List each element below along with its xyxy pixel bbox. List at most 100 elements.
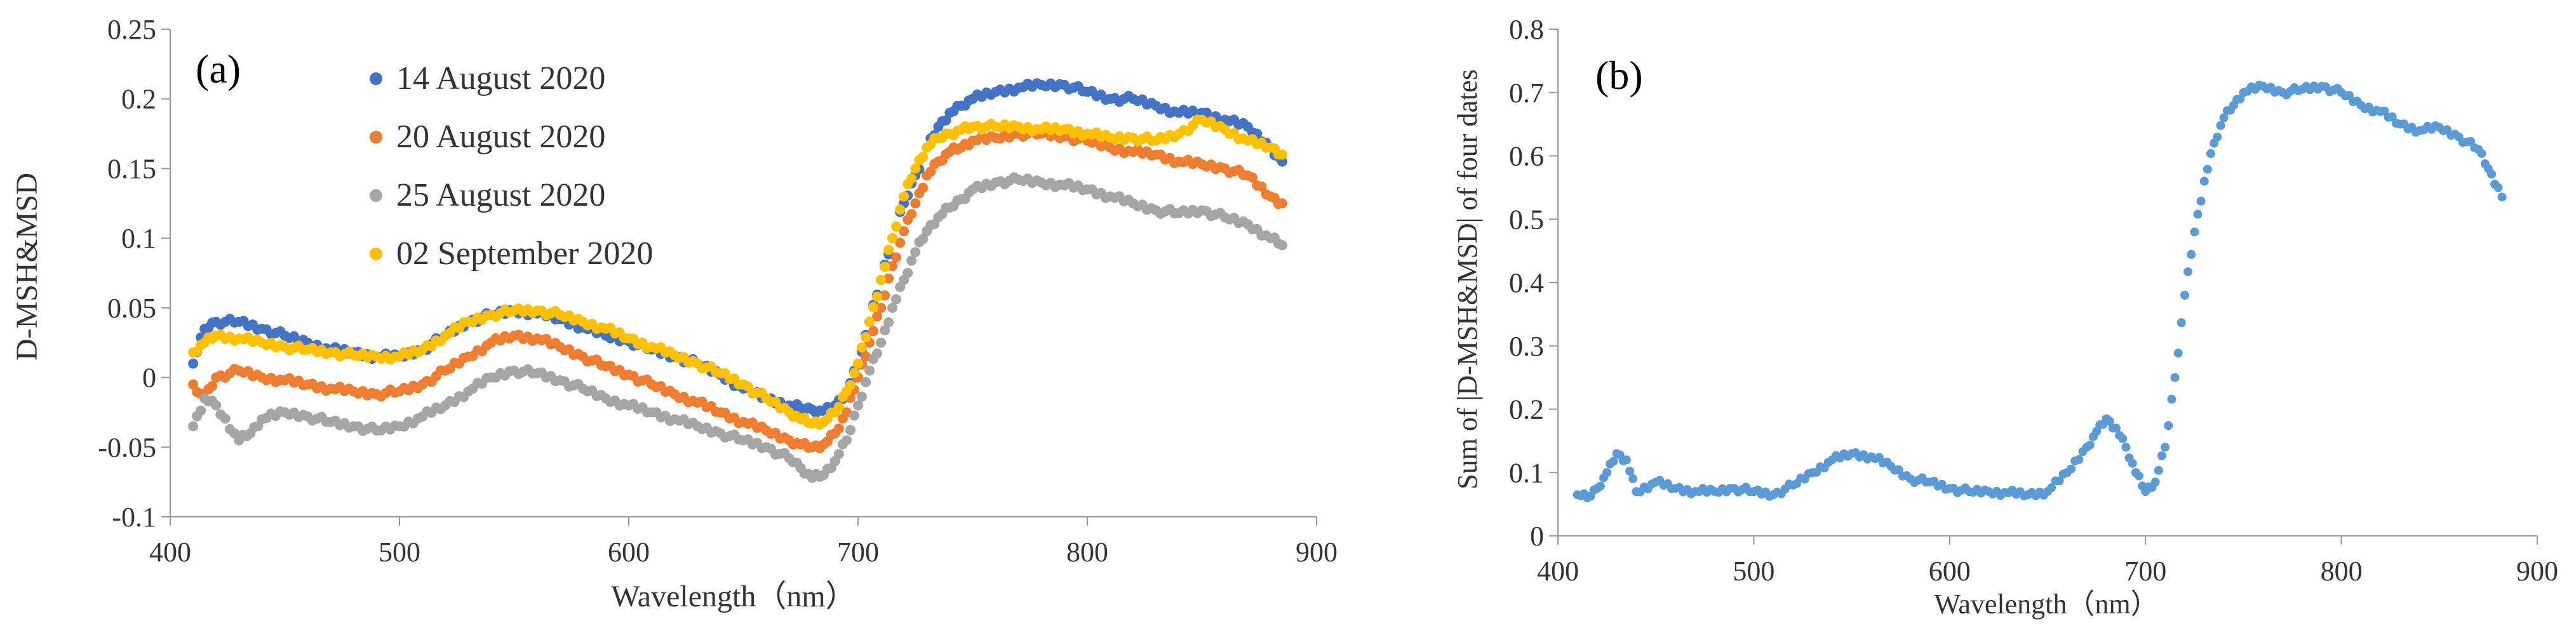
panel-a-series-3: [188, 172, 1287, 483]
panel-a-data-point: [188, 358, 199, 369]
panel-a-data-point: [841, 435, 852, 446]
panel-a-data-point: [1247, 172, 1258, 183]
panel-a-series-2: [188, 125, 1287, 453]
panel-a-y-axis-title: D-MSH&MSD: [10, 173, 44, 361]
panel-b-y-tick-label: 0.4: [1509, 267, 1544, 298]
panel-a-series-1: [188, 78, 1287, 418]
panel-b-data-point: [2150, 477, 2160, 487]
panel-a-data-point: [188, 421, 199, 432]
panel-b-y-tick-label: 0.7: [1509, 77, 1544, 109]
panel-a-data-point: [891, 294, 902, 305]
panel-b-data-point: [2047, 483, 2056, 493]
panel-a-data-point: [883, 244, 894, 255]
panel-a-x-tick-label: 800: [1066, 537, 1108, 568]
panel-b-x-tick-label: 500: [1733, 556, 1774, 587]
legend-label-2: 20 August 2020: [396, 119, 605, 155]
panel-a-data-point: [899, 226, 909, 237]
panel-b-y-axis-title: Sum of |D-MSH&MSD| of four dates: [1452, 69, 1483, 490]
panel-a-y-tick-label: 0.15: [107, 153, 156, 184]
panel-b-y-tick-label: 0.3: [1509, 331, 1544, 362]
panel-a-data-point: [868, 326, 879, 337]
panel-b-data-point: [2387, 112, 2397, 122]
panel-b-data-point: [2213, 132, 2222, 142]
panel-a-tag: (a): [196, 46, 241, 91]
panel-b-y-tick-label: 0: [1530, 521, 1544, 552]
panel-a-data-point: [220, 413, 231, 424]
panel-b-data-point: [2111, 423, 2121, 433]
panel-a-data-point: [902, 267, 913, 278]
panel-b-data-point: [2074, 455, 2084, 464]
panel-b-data-point: [2187, 250, 2196, 259]
panel-b-data-point: [2184, 267, 2193, 277]
panel-b-data-point: [2180, 290, 2189, 300]
panel-b-data-point: [2203, 164, 2212, 174]
panel-a-data-point: [906, 255, 917, 266]
panel-a-data-point: [895, 237, 906, 248]
panel-a-tick-labels: -0.1 -0.05 0 0.05 0.1 0.15 0.2 0.25 400 500 600 700…: [98, 14, 1338, 568]
panel-a-x-tick-label: 400: [149, 537, 191, 568]
panel-a-data-point: [899, 191, 909, 202]
panel-b-chart: Sum of |D-MSH&MSD| of four dates Wavelen…: [1452, 14, 2558, 620]
panel-a-data-point: [887, 302, 898, 313]
panel-b-x-axis-title: Wavelength（nm）: [1934, 589, 2158, 620]
panel-a-data-point: [880, 290, 890, 301]
panel-a-data-point: [941, 115, 951, 126]
panel-b-x-tick-label: 700: [2124, 556, 2166, 587]
panel-a-data-point: [910, 163, 921, 174]
panel-b-data-point: [2487, 170, 2497, 179]
panel-b-data-point: [1625, 467, 1635, 476]
panel-b-data-point: [2134, 471, 2143, 481]
panel-b-y-tick-label: 0.5: [1509, 204, 1544, 235]
panel-a-data-point: [1277, 149, 1287, 160]
legend-marker-1: [370, 72, 382, 85]
panel-a-data-point: [876, 302, 887, 313]
panel-b-data-point: [1602, 468, 1612, 477]
panel-b-series-1: [1573, 81, 2507, 503]
panel-a-data-point: [1256, 181, 1267, 192]
panel-b-data-point: [2085, 440, 2095, 450]
panel-a-data-point: [1277, 198, 1287, 209]
panel-a-data-point: [872, 348, 883, 359]
panel-a-data-point: [918, 234, 929, 244]
panel-b-data-point: [2219, 113, 2229, 123]
panel-b-tag: (b): [1595, 53, 1643, 98]
panel-a-data-point: [891, 221, 902, 232]
panel-b-data-point: [2190, 227, 2199, 237]
panel-a-x-axis-title: Wavelength（nm）: [611, 580, 855, 613]
panel-b-y-tick-label: 0.1: [1509, 457, 1544, 488]
panel-b-data-point: [1609, 457, 1618, 466]
panel-b-x-tick-label: 900: [2516, 556, 2558, 587]
panel-a-data-point: [833, 401, 844, 412]
panel-b-data-point: [2121, 443, 2131, 452]
panel-a-data-point: [861, 332, 871, 343]
panel-b-data-point: [2493, 183, 2503, 192]
panel-a-data-point: [857, 342, 868, 353]
panel-b-data-point: [2177, 318, 2186, 328]
panel-b-y-tick-label: 0.2: [1509, 394, 1544, 425]
panel-b-data-point: [2118, 434, 2128, 443]
panel-a-legend: 14 August 2020 20 August 2020 25 August 20…: [370, 60, 653, 272]
panel-a-data-point: [849, 410, 859, 421]
panel-a-data-point: [883, 273, 894, 284]
panel-b-data-point: [1621, 455, 1631, 465]
panel-a-data-point: [887, 261, 898, 272]
panel-b-y-tick-label: 0.8: [1509, 14, 1544, 45]
panel-b-data-point: [1894, 465, 1903, 474]
panel-a-chart: D-MSH&MSD Wavelength（nm） (a) -0.1 -0.05 0 0…: [10, 14, 1338, 613]
panel-a-data-points: [188, 78, 1287, 483]
panel-a-data-point: [1277, 240, 1287, 251]
panel-a-x-tick-label: 600: [608, 537, 650, 568]
panel-a-data-point: [853, 358, 863, 369]
panel-a-y-tick-label: 0.2: [121, 84, 156, 115]
panel-b-data-point: [2154, 465, 2163, 475]
panel-b-data-point: [2164, 421, 2173, 430]
panel-a-data-point: [211, 400, 222, 411]
panel-a-data-point: [910, 198, 921, 209]
panel-a-data-point: [833, 423, 844, 434]
panel-a-y-tick-label: 0.05: [107, 293, 156, 324]
panel-a-y-tick-label: -0.05: [98, 432, 156, 463]
panel-b-data-point: [2067, 464, 2076, 474]
panel-a-y-tick-label: 0.25: [107, 14, 156, 45]
panel-a-data-point: [883, 317, 894, 328]
